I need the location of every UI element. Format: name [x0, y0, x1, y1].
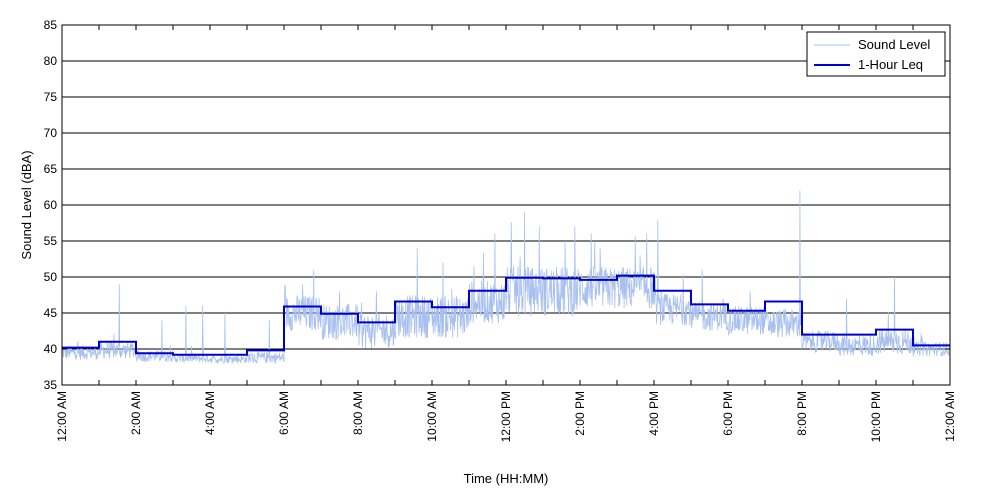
y-tick-label-75: 75	[44, 90, 58, 104]
x-tick-label-6: 6:00 AM	[277, 391, 291, 435]
x-axis-title: Time (HH:MM)	[464, 471, 549, 486]
legend: Sound Level 1-Hour Leq	[806, 31, 946, 77]
x-tick-label-0: 12:00 AM	[55, 391, 69, 442]
x-tick-label-20: 8:00 PM	[795, 391, 809, 436]
x-tick-label-14: 2:00 PM	[573, 391, 587, 436]
y-tick-label-50: 50	[44, 270, 58, 284]
x-tick-label-24: 12:00 AM	[943, 391, 957, 442]
x-tick-label-8: 8:00 AM	[351, 391, 365, 435]
x-tick-label-22: 10:00 PM	[869, 391, 883, 442]
leq-series	[62, 274, 950, 356]
y-tick-label-65: 65	[44, 162, 58, 176]
x-tick-label-16: 4:00 PM	[647, 391, 661, 436]
y-tick-label-60: 60	[44, 198, 58, 212]
y-axis-ticks: 35 40 45 50 55 60 65 70 75 80 85	[44, 18, 950, 392]
y-tick-label-70: 70	[44, 126, 58, 140]
y-tick-label-85: 85	[44, 18, 58, 32]
y-tick-label-45: 45	[44, 306, 58, 320]
x-tick-label-18: 6:00 PM	[721, 391, 735, 436]
legend-box	[806, 31, 946, 77]
y-tick-label-55: 55	[44, 234, 58, 248]
x-tick-label-12: 12:00 PM	[499, 391, 513, 442]
legend-label-leq: 1-Hour Leq	[858, 57, 923, 72]
y-tick-label-80: 80	[44, 54, 58, 68]
x-tick-label-2: 2:00 AM	[129, 391, 143, 435]
legend-label-sound-level: Sound Level	[858, 37, 930, 52]
y-tick-label-40: 40	[44, 342, 58, 356]
leq-step-line	[62, 274, 950, 356]
x-axis-ticks: 12:00 AM 2:00 AM 4:00 AM 6:00 AM 8:00 AM 10:0…	[55, 25, 957, 442]
x-tick-label-4: 4:00 AM	[203, 391, 217, 435]
y-tick-label-35: 35	[44, 378, 58, 392]
x-tick-label-10: 10:00 AM	[425, 391, 439, 442]
y-axis-title: Sound Level (dBA)	[19, 150, 34, 259]
